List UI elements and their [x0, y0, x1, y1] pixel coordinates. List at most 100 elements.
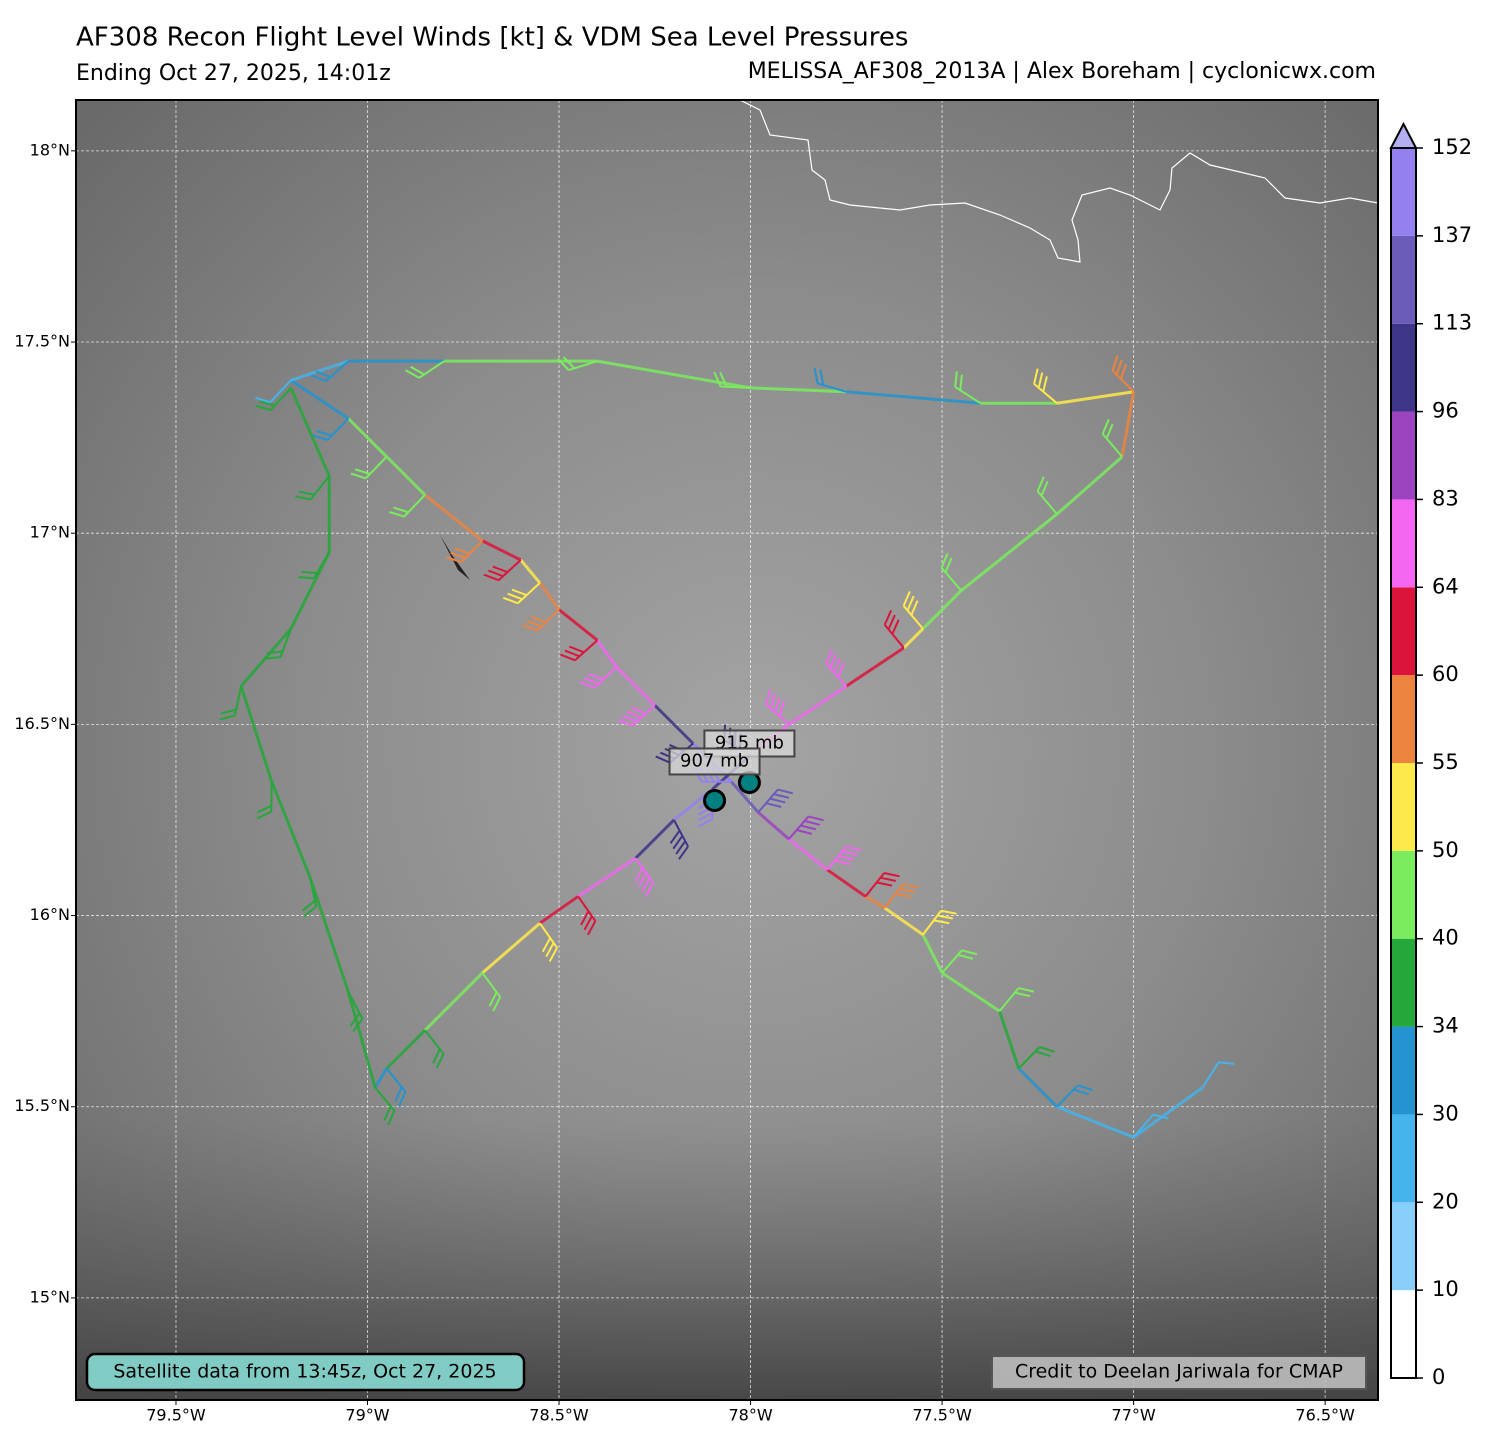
track-segment [941, 971, 1001, 1013]
track-segment [921, 934, 944, 974]
colorbar-tick-label: 30 [1432, 1101, 1459, 1125]
track-segment [424, 493, 484, 543]
y-tick-label: 16°N [30, 905, 70, 924]
colorbar-tick-label: 152 [1432, 135, 1472, 159]
x-tick-label: 78.5°W [529, 1406, 589, 1425]
wind-barb [298, 551, 331, 580]
track-segment [788, 684, 848, 726]
track-segment [239, 627, 293, 688]
track-segment [757, 811, 790, 841]
wind-barb [255, 387, 292, 412]
track-segment [998, 1010, 1021, 1069]
wind-barb [350, 456, 388, 480]
track-segment [1132, 1086, 1204, 1139]
colorbar-tick-label: 20 [1432, 1189, 1459, 1213]
wind-barb [634, 857, 655, 897]
track-segment [1056, 1105, 1135, 1139]
x-tick-label: 77°W [1112, 1406, 1156, 1425]
track-segment [846, 390, 981, 405]
colorbar-tick-label: 83 [1432, 486, 1459, 510]
colorbar-segment [1391, 1114, 1416, 1203]
track-segment [290, 359, 349, 382]
y-tick-label: 17.5°N [14, 332, 70, 351]
track-segment [653, 704, 695, 745]
wind-barb [557, 356, 598, 372]
colorbar-segment [1391, 411, 1416, 500]
wind-barb [385, 1067, 407, 1107]
colorbar-segment [1391, 1202, 1416, 1291]
wind-barb [757, 788, 794, 813]
attribution: MELISSA_AF308_2013A | Alex Boreham | cyc… [748, 59, 1376, 84]
colorbar-tick-label: 96 [1432, 399, 1459, 423]
wind-barb [1017, 1046, 1055, 1070]
wind-barb [483, 559, 522, 582]
track-segment [921, 589, 963, 630]
x-tick-label: 78°W [728, 1406, 772, 1425]
track-segment [730, 780, 760, 814]
track-segment [270, 781, 312, 878]
colorbar-segment [1391, 587, 1416, 676]
y-tick-label: 17°N [30, 523, 70, 542]
pressure-label-box [668, 747, 761, 776]
wind-barb [954, 371, 981, 405]
track-segment [385, 1029, 427, 1070]
x-tick-label: 79°W [345, 1406, 389, 1425]
track-segment [1120, 391, 1136, 457]
wind-barb [579, 666, 618, 689]
x-tick-label: 79.5°W [146, 1406, 206, 1425]
track-segment [634, 818, 676, 860]
wind-barb [902, 591, 924, 630]
wind-barb [788, 815, 824, 840]
map-frame [75, 99, 1379, 1401]
colorbar-tick-label: 60 [1432, 662, 1459, 686]
wind-barb [1132, 1113, 1169, 1138]
pressure-label: 907 mb [680, 750, 749, 771]
wind-barb [560, 639, 599, 662]
wind-barb [940, 553, 962, 592]
track-segment [883, 906, 924, 936]
colorbar-tick-label: 137 [1432, 223, 1472, 247]
wind-barb [522, 608, 560, 632]
wind-barb [864, 872, 900, 898]
track-segment [385, 455, 427, 497]
track-segment [750, 386, 847, 394]
wind-barb [219, 685, 243, 721]
subtitle: Ending Oct 27, 2025, 14:01z [76, 61, 391, 86]
credit-note: Credit to Deelan Jariwala for CMAP [1015, 1361, 1343, 1383]
wind-barb [255, 379, 292, 404]
track-segment [1056, 455, 1124, 516]
colorbar-tick-label: 34 [1432, 1014, 1459, 1038]
track-segment [960, 512, 1058, 592]
colorbar-tick-label: 50 [1432, 838, 1459, 862]
x-tick-label: 76.5°W [1295, 1406, 1355, 1425]
y-tick-label: 16.5°N [14, 714, 70, 733]
satellite-note-box [85, 1352, 526, 1392]
colorbar-tick-label: 40 [1432, 926, 1459, 950]
track-segment [539, 895, 580, 925]
wind-barb [883, 610, 905, 649]
colorbar-tick-label: 113 [1432, 311, 1472, 335]
track-segment [239, 685, 274, 783]
wind-barb [922, 909, 957, 936]
wind-barb [941, 949, 978, 974]
y-tick-label: 18°N [30, 140, 70, 159]
track-segment [596, 639, 618, 668]
wind-barb [826, 845, 862, 871]
track-segment [290, 379, 350, 420]
colorbar-tick-label: 10 [1432, 1277, 1459, 1301]
colorbar-segment [1391, 148, 1416, 236]
colorbar-tick-label: 0 [1432, 1365, 1445, 1389]
coastline [739, 100, 1378, 263]
track-segment [577, 856, 637, 898]
track-segment [308, 876, 350, 993]
track-segment [423, 971, 484, 1032]
colorbar-tick-label: 55 [1432, 750, 1459, 774]
colorbar-segment [1391, 323, 1416, 412]
wind-barb [1111, 355, 1135, 393]
track-segment [864, 895, 886, 910]
track-segment [1056, 390, 1134, 405]
track-segment [519, 559, 542, 584]
wind-barb [312, 417, 350, 441]
